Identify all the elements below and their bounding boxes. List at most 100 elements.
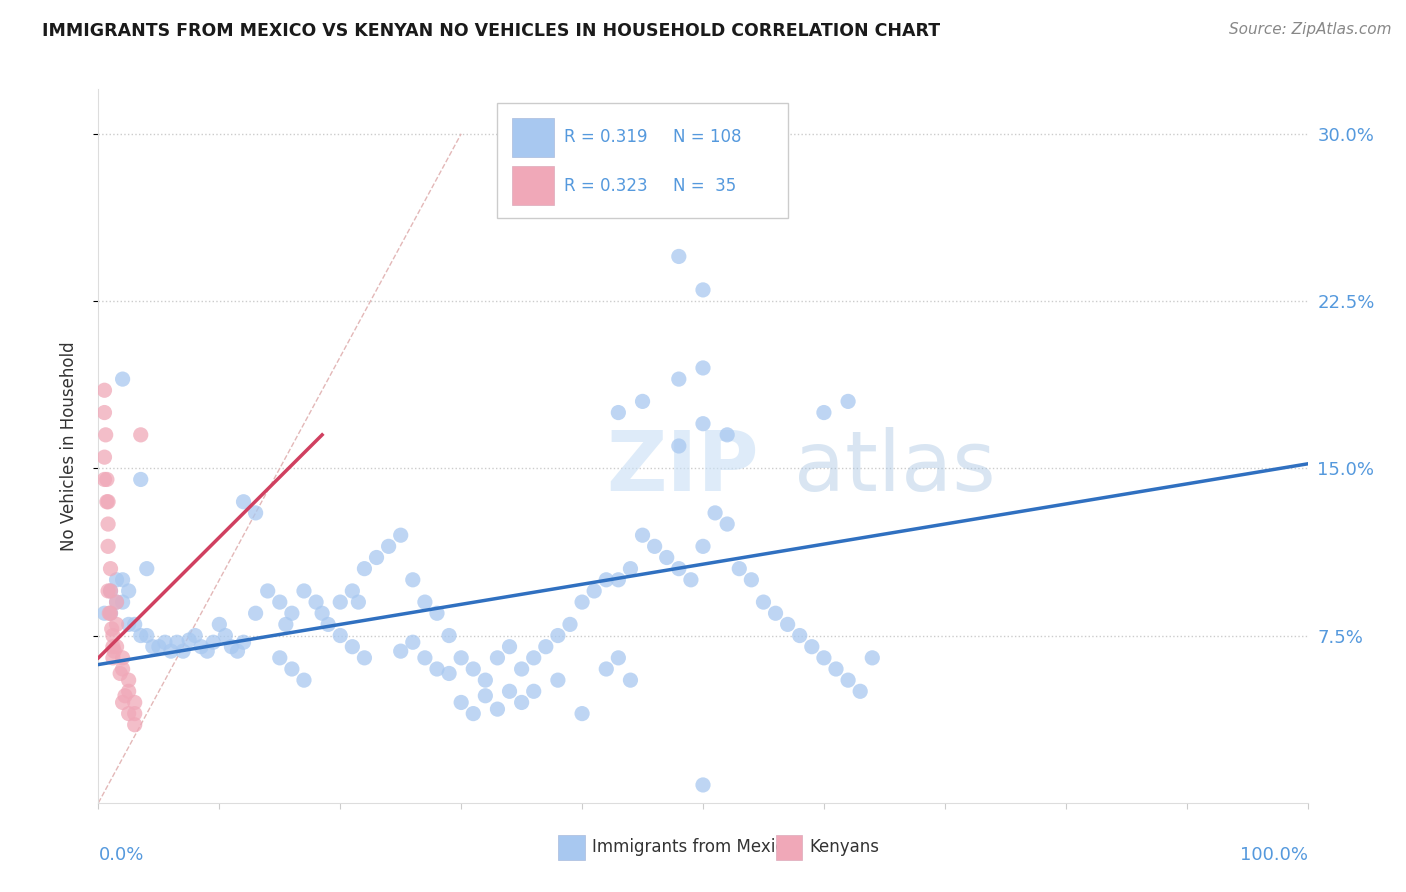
Point — [226, 644, 249, 658]
Point — [97, 539, 120, 553]
Point — [571, 595, 593, 609]
Text: N = 108: N = 108 — [672, 128, 741, 146]
Point — [486, 651, 509, 665]
Point — [426, 662, 449, 676]
Point — [498, 684, 520, 698]
Point — [668, 372, 690, 386]
Point — [114, 689, 136, 703]
Point — [94, 427, 117, 442]
Point — [534, 640, 557, 654]
Point — [547, 628, 569, 642]
Point — [214, 628, 236, 642]
Point — [269, 595, 291, 609]
Point — [172, 644, 194, 658]
Point — [389, 644, 412, 658]
Point — [184, 628, 207, 642]
Point — [619, 562, 641, 576]
Point — [118, 617, 141, 632]
Point — [716, 516, 738, 531]
Text: N =  35: N = 35 — [672, 177, 735, 194]
Point — [353, 651, 375, 665]
Point — [124, 717, 146, 731]
Point — [679, 573, 702, 587]
Text: R = 0.323: R = 0.323 — [564, 177, 648, 194]
Point — [668, 562, 690, 576]
Point — [583, 583, 606, 598]
Point — [232, 494, 254, 508]
Text: 100.0%: 100.0% — [1240, 846, 1308, 863]
Point — [776, 617, 799, 632]
Point — [329, 628, 352, 642]
Point — [692, 778, 714, 792]
Point — [402, 573, 425, 587]
Point — [142, 640, 165, 654]
Point — [118, 706, 141, 721]
Point — [558, 617, 581, 632]
Point — [292, 673, 315, 687]
FancyBboxPatch shape — [558, 835, 585, 860]
Point — [523, 651, 546, 665]
Point — [100, 583, 122, 598]
Point — [765, 607, 787, 621]
Point — [413, 651, 436, 665]
Point — [789, 628, 811, 642]
Point — [129, 628, 152, 642]
Point — [100, 583, 122, 598]
Point — [342, 640, 364, 654]
Text: atlas: atlas — [793, 427, 995, 508]
Point — [800, 640, 823, 654]
FancyBboxPatch shape — [498, 103, 787, 218]
Point — [256, 583, 278, 598]
Point — [118, 673, 141, 687]
Point — [510, 662, 533, 676]
Point — [692, 417, 714, 431]
Point — [813, 651, 835, 665]
Point — [316, 617, 339, 632]
Point — [366, 550, 388, 565]
Point — [221, 640, 243, 654]
Point — [179, 633, 201, 648]
Point — [269, 651, 291, 665]
Point — [101, 651, 124, 665]
Point — [692, 539, 714, 553]
Point — [124, 696, 146, 710]
Point — [631, 394, 654, 409]
Point — [607, 405, 630, 419]
Point — [245, 607, 267, 621]
Point — [347, 595, 370, 609]
Point — [353, 562, 375, 576]
Text: Kenyans: Kenyans — [810, 838, 879, 856]
Point — [93, 405, 115, 419]
Point — [463, 662, 485, 676]
Point — [160, 644, 183, 658]
Point — [571, 706, 593, 721]
Point — [101, 628, 124, 642]
Point — [692, 283, 714, 297]
Text: R = 0.319: R = 0.319 — [564, 128, 647, 146]
Point — [510, 696, 533, 710]
Point — [98, 607, 121, 621]
Point — [607, 573, 630, 587]
Point — [245, 506, 267, 520]
Point — [274, 617, 297, 632]
Point — [100, 562, 122, 576]
Point — [860, 651, 883, 665]
Point — [129, 473, 152, 487]
Point — [837, 394, 859, 409]
Point — [166, 635, 188, 649]
Point — [93, 450, 115, 464]
Point — [450, 651, 472, 665]
Point — [118, 684, 141, 698]
Point — [100, 622, 122, 636]
Point — [463, 706, 485, 721]
Point — [129, 427, 152, 442]
Point — [523, 684, 546, 698]
Point — [93, 473, 115, 487]
FancyBboxPatch shape — [512, 166, 554, 205]
Point — [96, 494, 118, 508]
Point — [342, 583, 364, 598]
Point — [413, 595, 436, 609]
Text: IMMIGRANTS FROM MEXICO VS KENYAN NO VEHICLES IN HOUSEHOLD CORRELATION CHART: IMMIGRANTS FROM MEXICO VS KENYAN NO VEHI… — [42, 22, 941, 40]
Point — [595, 662, 617, 676]
Point — [101, 640, 124, 654]
